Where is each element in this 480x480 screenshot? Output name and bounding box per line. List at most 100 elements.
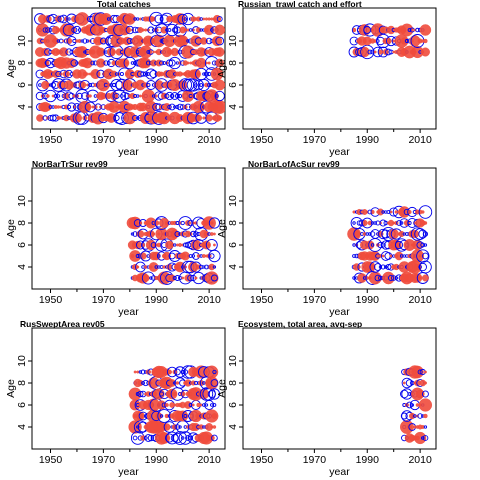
y-axis-label: Age bbox=[216, 379, 228, 398]
bubble-positive bbox=[169, 242, 175, 248]
bubble-negative bbox=[379, 219, 387, 227]
bubble-negative bbox=[416, 241, 424, 249]
bubble-positive bbox=[129, 16, 136, 22]
bubble-positive bbox=[361, 219, 368, 227]
bubble-negative bbox=[132, 435, 138, 441]
bubble-negative bbox=[90, 60, 96, 66]
bubble-positive bbox=[59, 47, 69, 57]
bubble-positive bbox=[148, 262, 159, 272]
x-axis-label: year bbox=[118, 466, 139, 478]
y-tick-label: 4 bbox=[227, 264, 239, 270]
bubble-negative bbox=[352, 221, 356, 225]
x-tick-label: 1990 bbox=[145, 134, 169, 146]
bubble-positive bbox=[208, 263, 216, 271]
bubble-negative bbox=[215, 94, 219, 98]
bubble-negative bbox=[202, 265, 206, 269]
y-axis-label: Age bbox=[5, 59, 17, 78]
bubble-negative bbox=[203, 71, 210, 77]
bubble-negative bbox=[401, 377, 413, 389]
bubble-negative bbox=[193, 79, 204, 91]
bubble-positive bbox=[407, 209, 412, 215]
bubble-positive bbox=[357, 265, 361, 269]
bubble-positive bbox=[163, 423, 171, 431]
bubble-positive bbox=[389, 210, 393, 214]
bubble-positive bbox=[44, 15, 52, 23]
bubble-positive bbox=[138, 17, 142, 21]
bubble-positive bbox=[400, 23, 414, 37]
bubble-positive bbox=[166, 388, 178, 400]
y-axis-label: Age bbox=[5, 379, 17, 398]
bubble-negative bbox=[210, 274, 218, 282]
bubble-negative bbox=[212, 369, 217, 375]
bubble-positive bbox=[88, 94, 92, 98]
bubble-positive bbox=[419, 24, 432, 36]
y-tick-label: 10 bbox=[227, 355, 239, 367]
bubble-negative bbox=[167, 28, 172, 32]
bubble-positive bbox=[128, 387, 142, 401]
bubble-negative bbox=[174, 231, 181, 237]
panel-5: 1950 1970 1990 2010 4 6 8 10 year Age RusSweptArea… bbox=[5, 319, 226, 478]
bubble-positive bbox=[211, 413, 218, 419]
bubble-positive bbox=[359, 46, 370, 58]
bubble-negative bbox=[147, 434, 155, 442]
y-tick-label: 6 bbox=[16, 402, 28, 408]
panel-3: 1950 1970 1990 2010 4 6 8 10 year Age NorBarTrSur … bbox=[5, 159, 226, 318]
bubble-positive bbox=[423, 221, 428, 225]
bubble-negative bbox=[136, 425, 140, 429]
bubble-positive bbox=[172, 391, 177, 397]
x-tick-label: 2010 bbox=[197, 134, 221, 146]
bubble-negative bbox=[410, 403, 414, 407]
y-tick-label: 6 bbox=[16, 82, 28, 88]
bubble-negative bbox=[165, 59, 174, 67]
bubble-positive bbox=[175, 381, 180, 385]
bubble-negative bbox=[56, 94, 61, 98]
bubble-negative bbox=[378, 265, 383, 269]
bubble-negative bbox=[88, 83, 93, 87]
bubble-positive bbox=[159, 217, 170, 229]
plot-frame bbox=[242, 167, 437, 290]
y-tick-label: 10 bbox=[16, 35, 28, 47]
bubble-positive bbox=[210, 221, 214, 225]
bubble-negative bbox=[136, 94, 140, 98]
x-tick-label: 1970 bbox=[92, 134, 116, 146]
bubble-negative bbox=[49, 114, 57, 122]
bubble-negative bbox=[380, 264, 386, 270]
bubble-positive bbox=[154, 94, 158, 98]
bubble-negative bbox=[373, 221, 377, 225]
bubble-negative bbox=[173, 431, 187, 445]
plot-frame bbox=[31, 167, 226, 290]
bubble-negative bbox=[82, 38, 88, 44]
bubble-negative bbox=[194, 83, 198, 87]
plot-frame bbox=[242, 327, 437, 450]
bubble-positive bbox=[181, 45, 195, 59]
bubble-positive bbox=[137, 38, 144, 44]
bubble-negative bbox=[199, 83, 204, 87]
bubble-negative bbox=[177, 13, 188, 25]
bubble-positive bbox=[136, 370, 140, 374]
bubble-negative bbox=[70, 59, 79, 67]
bubble-positive bbox=[207, 61, 211, 65]
bubble-positive bbox=[402, 381, 406, 385]
panel-title: Total catches bbox=[97, 0, 151, 9]
bubble-negative bbox=[56, 39, 61, 43]
bubble-positive bbox=[164, 403, 169, 407]
bubble-positive bbox=[210, 425, 214, 429]
bubble-negative bbox=[204, 264, 209, 270]
bubble-positive bbox=[195, 27, 202, 33]
bubble-negative bbox=[75, 61, 79, 65]
bubble-positive bbox=[181, 276, 185, 280]
bubble-negative bbox=[165, 91, 174, 101]
bubble-negative bbox=[45, 27, 51, 33]
bubble-negative bbox=[113, 92, 120, 100]
bubble-negative bbox=[418, 229, 428, 239]
bubble-positive bbox=[212, 425, 217, 429]
bubble-negative bbox=[191, 254, 195, 258]
panel-title: NorBarLofAcSur rev99 bbox=[248, 159, 340, 169]
x-tick-label: 2010 bbox=[197, 454, 221, 466]
bubble-positive bbox=[394, 210, 399, 214]
bubble-positive bbox=[138, 94, 142, 98]
y-tick-label: 10 bbox=[227, 35, 239, 47]
bubble-positive bbox=[186, 61, 190, 65]
bubble-positive bbox=[392, 39, 396, 43]
